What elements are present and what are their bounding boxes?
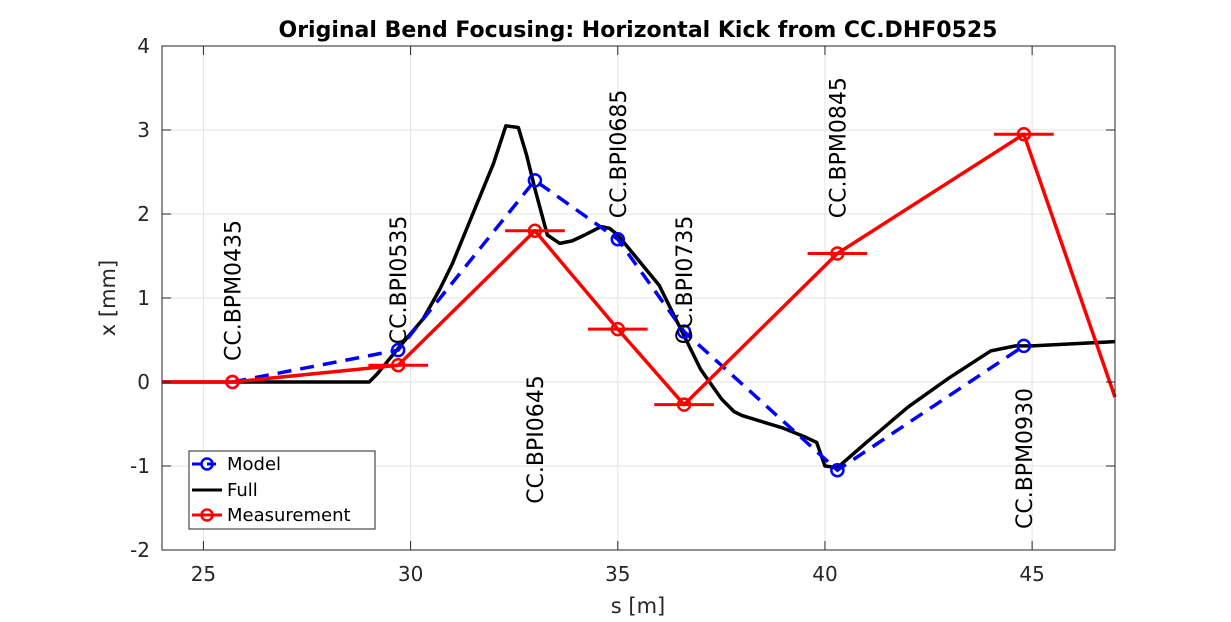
measurement-point: [527, 223, 543, 239]
full-line: [162, 124, 1116, 470]
y-tick-label: -2: [130, 538, 150, 562]
x-tick-label: 25: [191, 562, 216, 586]
legend-model-label: Model: [227, 454, 281, 475]
model-point: [1016, 338, 1032, 354]
series-measurement: [162, 126, 1117, 412]
series-full: [162, 124, 1116, 470]
bpm-annotation: CC.BPM0435: [221, 220, 246, 361]
measurement-point: [610, 321, 626, 337]
y-axis-label: x [mm]: [96, 260, 120, 336]
model-line: [232, 178, 1025, 473]
x-tick-label: 35: [605, 562, 630, 586]
measurement-point: [676, 397, 692, 412]
bpm-annotation: CC.BPI0535: [387, 216, 412, 345]
x-tick-label: 40: [812, 562, 837, 586]
bpm-annotation: CC.BPI0685: [607, 90, 632, 219]
x-tick-label: 45: [1019, 562, 1044, 586]
model-point: [610, 231, 626, 247]
model-point: [830, 462, 845, 478]
legend: Model Full Measurement: [188, 450, 376, 530]
legend-full-label: Full: [227, 480, 258, 501]
y-tick-label: -1: [130, 454, 150, 478]
legend-model-marker: [200, 457, 214, 471]
model-point: [390, 342, 406, 358]
model-point: [527, 173, 543, 188]
chart-title: Original Bend Focusing: Horizontal Kick …: [279, 18, 998, 43]
x-tick-label: 30: [398, 562, 423, 586]
legend-measurement-label: Measurement: [227, 505, 351, 526]
measurement-point: [225, 374, 240, 390]
axis-ticks: 25 30 35 40 45 -2 -1 0 1 2 3 4: [130, 34, 1115, 586]
bpm-annotation: CC.BPM0845: [826, 77, 851, 218]
y-tick-label: 1: [137, 286, 150, 310]
y-tick-label: 2: [137, 202, 150, 226]
x-axis-label: s [m]: [611, 594, 665, 618]
bpm-annotation: CC.BPI0645: [524, 375, 549, 504]
model-point: [676, 324, 692, 339]
bpm-annotation: CC.BPM0930: [1013, 388, 1038, 529]
measurement-point: [830, 246, 845, 261]
y-tick-label: 0: [137, 370, 150, 394]
y-tick-label: 4: [137, 34, 150, 58]
legend-measurement-marker: [200, 508, 214, 522]
y-tick-label: 3: [137, 118, 150, 142]
bpm-annotations: CC.BPM0435 CC.BPI0535 CC.BPI0645 CC.BPI0685…: [221, 77, 1037, 529]
measurement-point: [390, 357, 406, 373]
bpm-annotation: CC.BPI0735: [673, 216, 698, 345]
measurement-point: [1016, 126, 1032, 142]
